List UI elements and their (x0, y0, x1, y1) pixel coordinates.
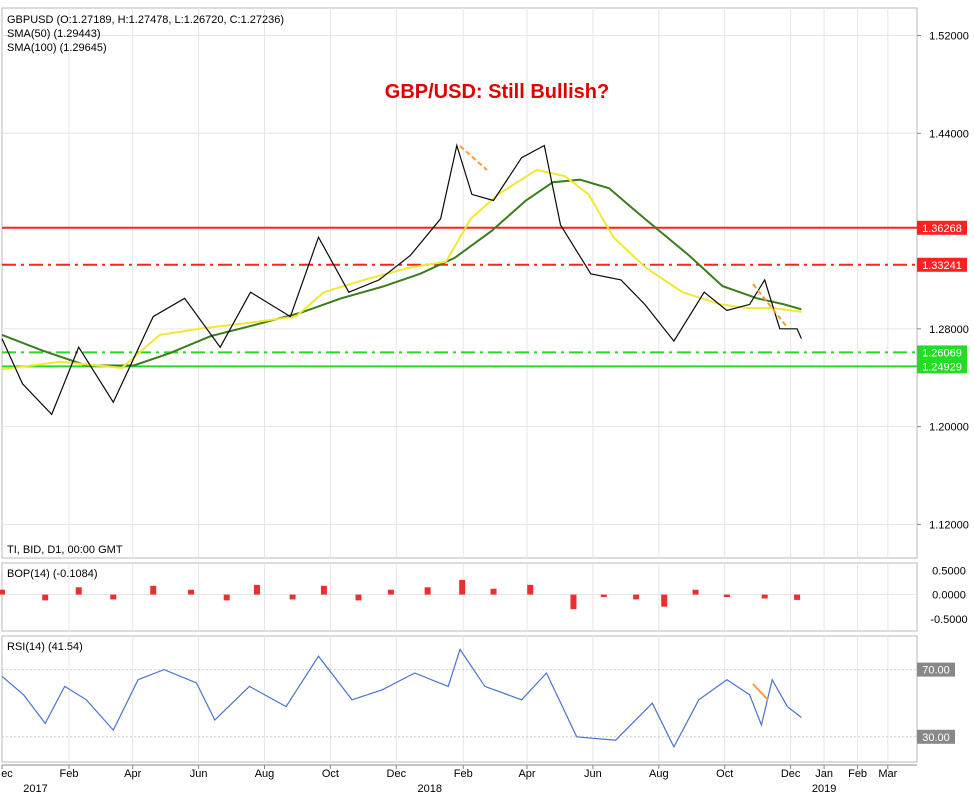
price-level-label: 1.26069 (922, 347, 962, 359)
rsi-tick-label: 30.00 (922, 732, 950, 744)
rsi-grid (2, 636, 917, 762)
month-tick-label: Apr (518, 768, 535, 780)
price-tick-label: 1.12000 (929, 519, 969, 531)
ohlc-header: GBPUSD (O:1.27189, H:1.27478, L:1.26720,… (7, 14, 284, 26)
bop-bar (424, 587, 431, 595)
price-level-label: 1.36268 (922, 223, 962, 235)
bop-bar (661, 594, 668, 607)
month-tick-label: Feb (848, 768, 867, 780)
orange-trend-arrow-1 (459, 145, 488, 171)
month-tick-label: Oct (322, 768, 339, 780)
time-axis: ec Feb Apr Jun Aug Oct Dec Feb Apr Jun Aug Oct Dec Ja… (1, 764, 917, 795)
month-tick-label: Feb (59, 768, 78, 780)
bop-bar (723, 594, 730, 597)
bop-bar (355, 594, 362, 601)
month-tick-label: Feb (454, 768, 473, 780)
month-tick-label: Jun (584, 768, 602, 780)
price-tick-label: 1.44000 (929, 128, 969, 140)
bop-bar (692, 589, 699, 595)
rsi-line-group (1, 648, 802, 749)
price-level-tag (917, 220, 967, 235)
bop-bar (42, 594, 49, 601)
chart-title: GBP/USD: Still Bullish? (385, 81, 609, 103)
rsi-level-tag (917, 729, 955, 744)
rsi-axis-ticks: 70.00 30.00 (917, 662, 955, 744)
price-panel: 1.52000 1.44000 1.28000 1.20000 1.12000 1.362… (1, 7, 969, 559)
trend-arrows (459, 145, 788, 328)
bop-bar (289, 594, 296, 600)
price-level-tag (917, 257, 967, 272)
bop-tick-label: 0.0000 (932, 590, 966, 602)
price-level-tag (917, 359, 967, 374)
bop-panel-frame (1, 562, 918, 632)
month-tick-label: ec (1, 768, 13, 780)
month-tick-label: Dec (781, 768, 801, 780)
bop-bar (794, 594, 801, 600)
bop-bar (490, 588, 497, 595)
bop-bar (253, 584, 260, 595)
sma100-line (1, 178, 802, 367)
rsi-panel-frame (1, 635, 918, 763)
sma50-line-group (1, 168, 802, 371)
bop-legend: BOP(14) (-0.1084) (7, 568, 97, 580)
bop-bar (223, 594, 230, 601)
bop-tick-label: 0.5000 (932, 565, 966, 577)
price-level-tag (917, 345, 967, 360)
rsi-orange-trend-arrow (752, 683, 769, 701)
bop-bar (75, 587, 82, 595)
bop-bar (527, 584, 534, 595)
bop-axis-ticks: 0.5000 0.0000 -0.5000 (930, 565, 967, 626)
month-tick-label: Dec (387, 768, 407, 780)
orange-trend-arrow-2 (752, 283, 788, 328)
price-level-label: 1.33241 (922, 260, 962, 272)
month-tick-label: Apr (124, 768, 141, 780)
month-tick-label: Mar (878, 768, 897, 780)
bop-bar (110, 594, 117, 600)
bop-bar (387, 589, 394, 595)
month-tick-label: Jun (190, 768, 208, 780)
bop-bar (459, 580, 466, 595)
bop-tick-label: -0.5000 (930, 614, 967, 626)
bop-histogram (0, 580, 801, 610)
price-grid (2, 8, 917, 558)
month-tick-label: Aug (255, 768, 275, 780)
sma100-legend: SMA(100) (1.29645) (7, 42, 107, 54)
sma100-line-group (1, 178, 802, 367)
sma50-legend: SMA(50) (1.29443) (7, 28, 101, 40)
rsi-legend: RSI(14) (41.54) (7, 641, 83, 653)
bop-bar (188, 589, 195, 595)
price-tick-label: 1.20000 (929, 422, 969, 434)
bop-bar (150, 585, 157, 595)
bop-bar (570, 594, 577, 610)
price-level-label: 1.24929 (922, 361, 962, 373)
rsi-tick-label: 70.00 (922, 665, 950, 677)
bop-bar (633, 594, 640, 600)
month-tick-label: Aug (649, 768, 669, 780)
footer-label: TI, BID, D1, 00:00 GMT (7, 544, 123, 556)
month-tick-label: Jan (815, 768, 833, 780)
year-tick-label: 2019 (812, 783, 836, 795)
price-close-line (1, 143, 802, 416)
support-resistance-levels (2, 226, 917, 368)
rsi-level-tag (917, 662, 955, 677)
rsi-panel: 70.00 30.00 RSI(14) (41.54) (1, 635, 955, 763)
price-tick-label: 1.52000 (929, 31, 969, 43)
year-tick-label: 2018 (418, 783, 442, 795)
bop-bar (0, 589, 5, 595)
price-axis-ticks: 1.52000 1.44000 1.28000 1.20000 1.12000 1.362… (917, 31, 969, 531)
price-panel-frame (1, 7, 918, 559)
bop-bar (600, 594, 607, 597)
month-tick-label: Oct (716, 768, 733, 780)
bop-bar (320, 585, 327, 595)
price-series-group (1, 143, 802, 416)
bop-panel: 0.5000 0.0000 -0.5000 BOP(14) (-0.1084) (0, 562, 968, 632)
year-tick-label: 2017 (23, 783, 47, 795)
sma50-line (1, 168, 802, 371)
bop-bar (761, 594, 768, 599)
rsi-line (1, 648, 802, 749)
price-tick-label: 1.28000 (929, 324, 969, 336)
